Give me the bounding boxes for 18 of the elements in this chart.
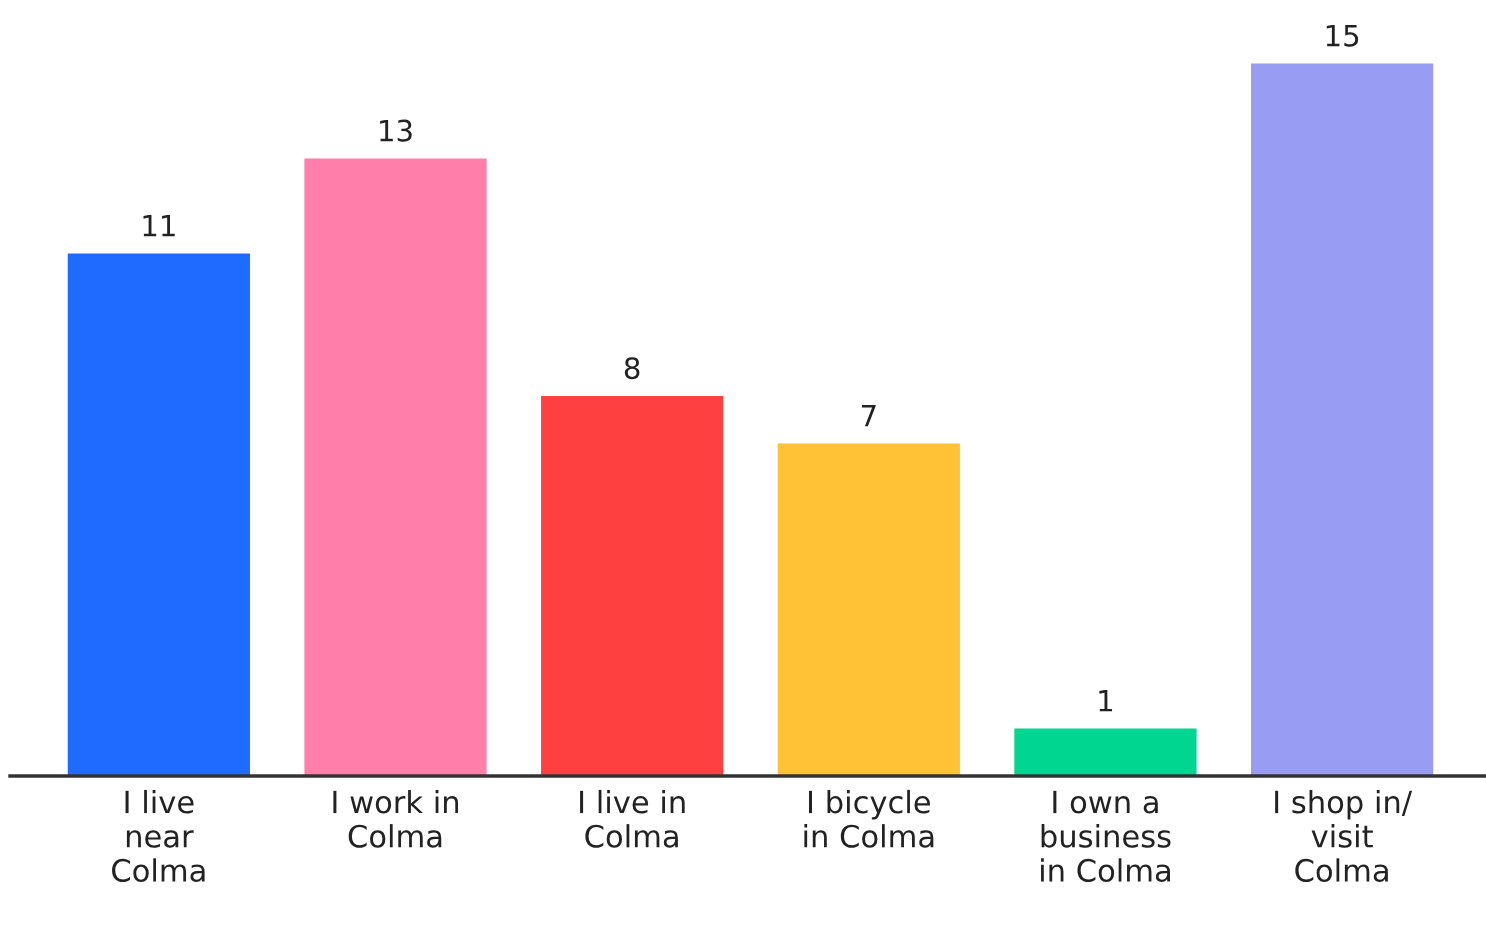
x-tick-label: I own a business in Colma bbox=[1041, 790, 1171, 882]
bar bbox=[1251, 63, 1434, 776]
x-tick-label: I work in Colma bbox=[333, 789, 459, 848]
x-tick-label: I live in Colma bbox=[580, 789, 685, 848]
data-label: 8 bbox=[624, 357, 640, 380]
data-label: 1 bbox=[1099, 690, 1113, 712]
x-tick-label: I bicycle in Colma bbox=[804, 789, 934, 848]
x-tick-label: I live near Colma bbox=[112, 789, 205, 882]
data-label: 13 bbox=[380, 119, 412, 142]
bar bbox=[1014, 728, 1197, 776]
x-tick-label: I shop in/ visit Colma bbox=[1275, 789, 1413, 882]
bar bbox=[777, 443, 960, 776]
data-label: 7 bbox=[861, 405, 876, 427]
bar bbox=[67, 253, 250, 776]
data-label: 15 bbox=[1326, 24, 1359, 47]
bar bbox=[541, 395, 724, 776]
data-label: 11 bbox=[143, 215, 175, 237]
bar bbox=[304, 158, 487, 776]
